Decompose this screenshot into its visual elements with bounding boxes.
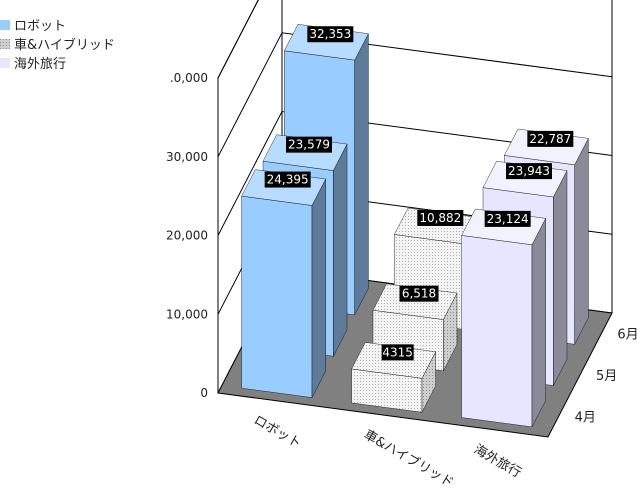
- legend-item: 車&ハイブリッド: [0, 37, 115, 53]
- category-label: ロボット: [251, 413, 304, 452]
- data-label-text: 22,787: [529, 132, 571, 146]
- legend-swatch: [0, 39, 10, 49]
- data-label: 24,395: [264, 171, 311, 188]
- legend-swatch: [0, 20, 10, 30]
- data-label-text: 4315: [382, 345, 413, 359]
- y-tick-label: 0: [200, 386, 208, 400]
- depth-label: 5月: [596, 369, 617, 384]
- legend-item: ロボット: [0, 19, 66, 34]
- category-label: 海外旅行: [471, 442, 524, 481]
- bar-front: [461, 235, 533, 428]
- bar-side: [311, 178, 326, 398]
- depth-label: 4月: [575, 410, 596, 425]
- category-label: 車&ハイブリッド: [361, 427, 456, 491]
- bar-side: [333, 144, 348, 357]
- data-label-text: 23,943: [508, 164, 550, 178]
- data-label-text: 32,353: [309, 27, 351, 41]
- bar-side: [531, 218, 546, 427]
- gridline: [217, 32, 613, 158]
- legend-label: 車&ハイブリッド: [14, 37, 115, 53]
- bar: [461, 208, 547, 428]
- y-tick-label: 30,000: [166, 150, 208, 164]
- y-tick-label: 20,000: [166, 229, 208, 243]
- data-label: 4315: [381, 344, 414, 361]
- legend-label: ロボット: [14, 19, 66, 34]
- data-label-box: [484, 210, 531, 227]
- y-tick-label: 10,000: [166, 307, 208, 321]
- data-label-box: [399, 285, 439, 302]
- legend-swatch: [0, 58, 10, 68]
- depth-label: 6月: [617, 328, 637, 343]
- legend-label: 海外旅行: [14, 57, 66, 72]
- bar-front: [241, 195, 313, 398]
- data-label: 6,518: [399, 285, 439, 302]
- bar-side: [553, 170, 568, 386]
- data-label-text: 10,882: [419, 211, 461, 225]
- chart-data-labels: 32,353 10,882 22,787 23,579 6,518 23,943 24,39…: [264, 26, 574, 361]
- data-label-text: 24,395: [267, 173, 309, 187]
- data-label-text: 6,518: [402, 287, 436, 301]
- data-label-box: [417, 209, 464, 226]
- data-label: 10,882: [417, 209, 464, 226]
- bar: [241, 169, 327, 398]
- chart-bars: [241, 24, 589, 428]
- data-label: 23,124: [484, 210, 531, 227]
- data-label-box: [264, 171, 311, 188]
- data-label: 32,353: [307, 26, 354, 43]
- bar-side: [574, 138, 589, 345]
- bar-side: [354, 33, 369, 315]
- data-label: 22,787: [527, 130, 574, 147]
- gridline: [217, 110, 613, 236]
- data-label: 23,579: [286, 136, 332, 153]
- data-label-box: [307, 26, 354, 43]
- data-label-box: [381, 344, 414, 361]
- data-label-box: [506, 163, 552, 180]
- data-label-box: [527, 130, 574, 147]
- data-label-box: [286, 136, 332, 153]
- legend-item: 海外旅行: [0, 57, 66, 72]
- data-label: 23,943: [506, 163, 552, 180]
- data-label-text: 23,124: [487, 212, 529, 226]
- y-tick-label: .0,000: [170, 71, 208, 85]
- data-label-text: 23,579: [288, 138, 330, 152]
- gridline: [217, 0, 259, 79]
